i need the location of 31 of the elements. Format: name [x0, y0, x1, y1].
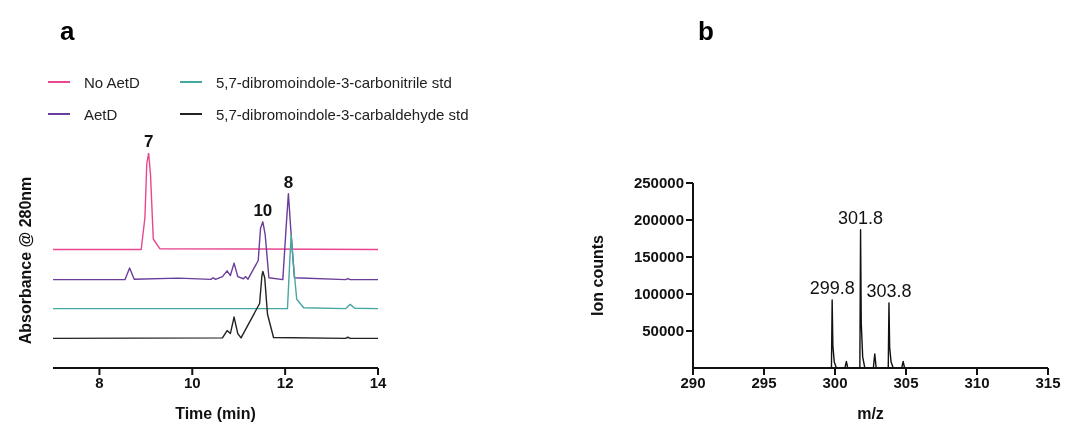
x-tick-label: 305 — [893, 373, 919, 391]
legend-label: 5,7-dibromoindole-3-carbaldehyde std — [215, 105, 469, 123]
legend-label: No AetD — [84, 73, 140, 91]
x-tick-label: 12 — [276, 373, 294, 391]
x-tick-label: 315 — [1035, 373, 1061, 391]
annotation: 7 — [143, 132, 154, 151]
x-axis-title: Time (min) — [175, 405, 256, 422]
annotation: 303.8 — [866, 280, 912, 301]
y-tick-label: 200000 — [633, 211, 684, 229]
y-axis-title: Absorbance @ 280nm — [16, 176, 34, 345]
y-tick-label: 150000 — [633, 248, 684, 266]
x-tick-label: 14 — [369, 373, 387, 391]
chart-title: b — [698, 16, 714, 47]
annotation: 10 — [253, 200, 273, 220]
legend-label: 5,7-dibromoindole-3-carbonitrile std — [215, 73, 452, 91]
legend-label: AetD — [84, 105, 118, 123]
chart-title: a — [60, 16, 75, 47]
x-tick-label: 300 — [822, 373, 848, 391]
y-tick-label: 50000 — [642, 322, 684, 340]
y-axis-title: Ion counts — [588, 234, 606, 316]
x-tick-label: 295 — [751, 373, 777, 391]
y-tick-label: 250000 — [633, 174, 684, 192]
x-axis-title: m/z — [857, 405, 884, 422]
annotation: 301.8 — [838, 207, 884, 228]
annotation: 8 — [283, 172, 294, 192]
x-tick-label: 8 — [95, 373, 104, 391]
x-tick-label: 10 — [183, 373, 201, 391]
annotation: 299.8 — [809, 277, 855, 298]
y-tick-label: 100000 — [633, 285, 684, 303]
x-tick-label: 290 — [680, 373, 706, 391]
x-tick-label: 310 — [964, 373, 990, 391]
